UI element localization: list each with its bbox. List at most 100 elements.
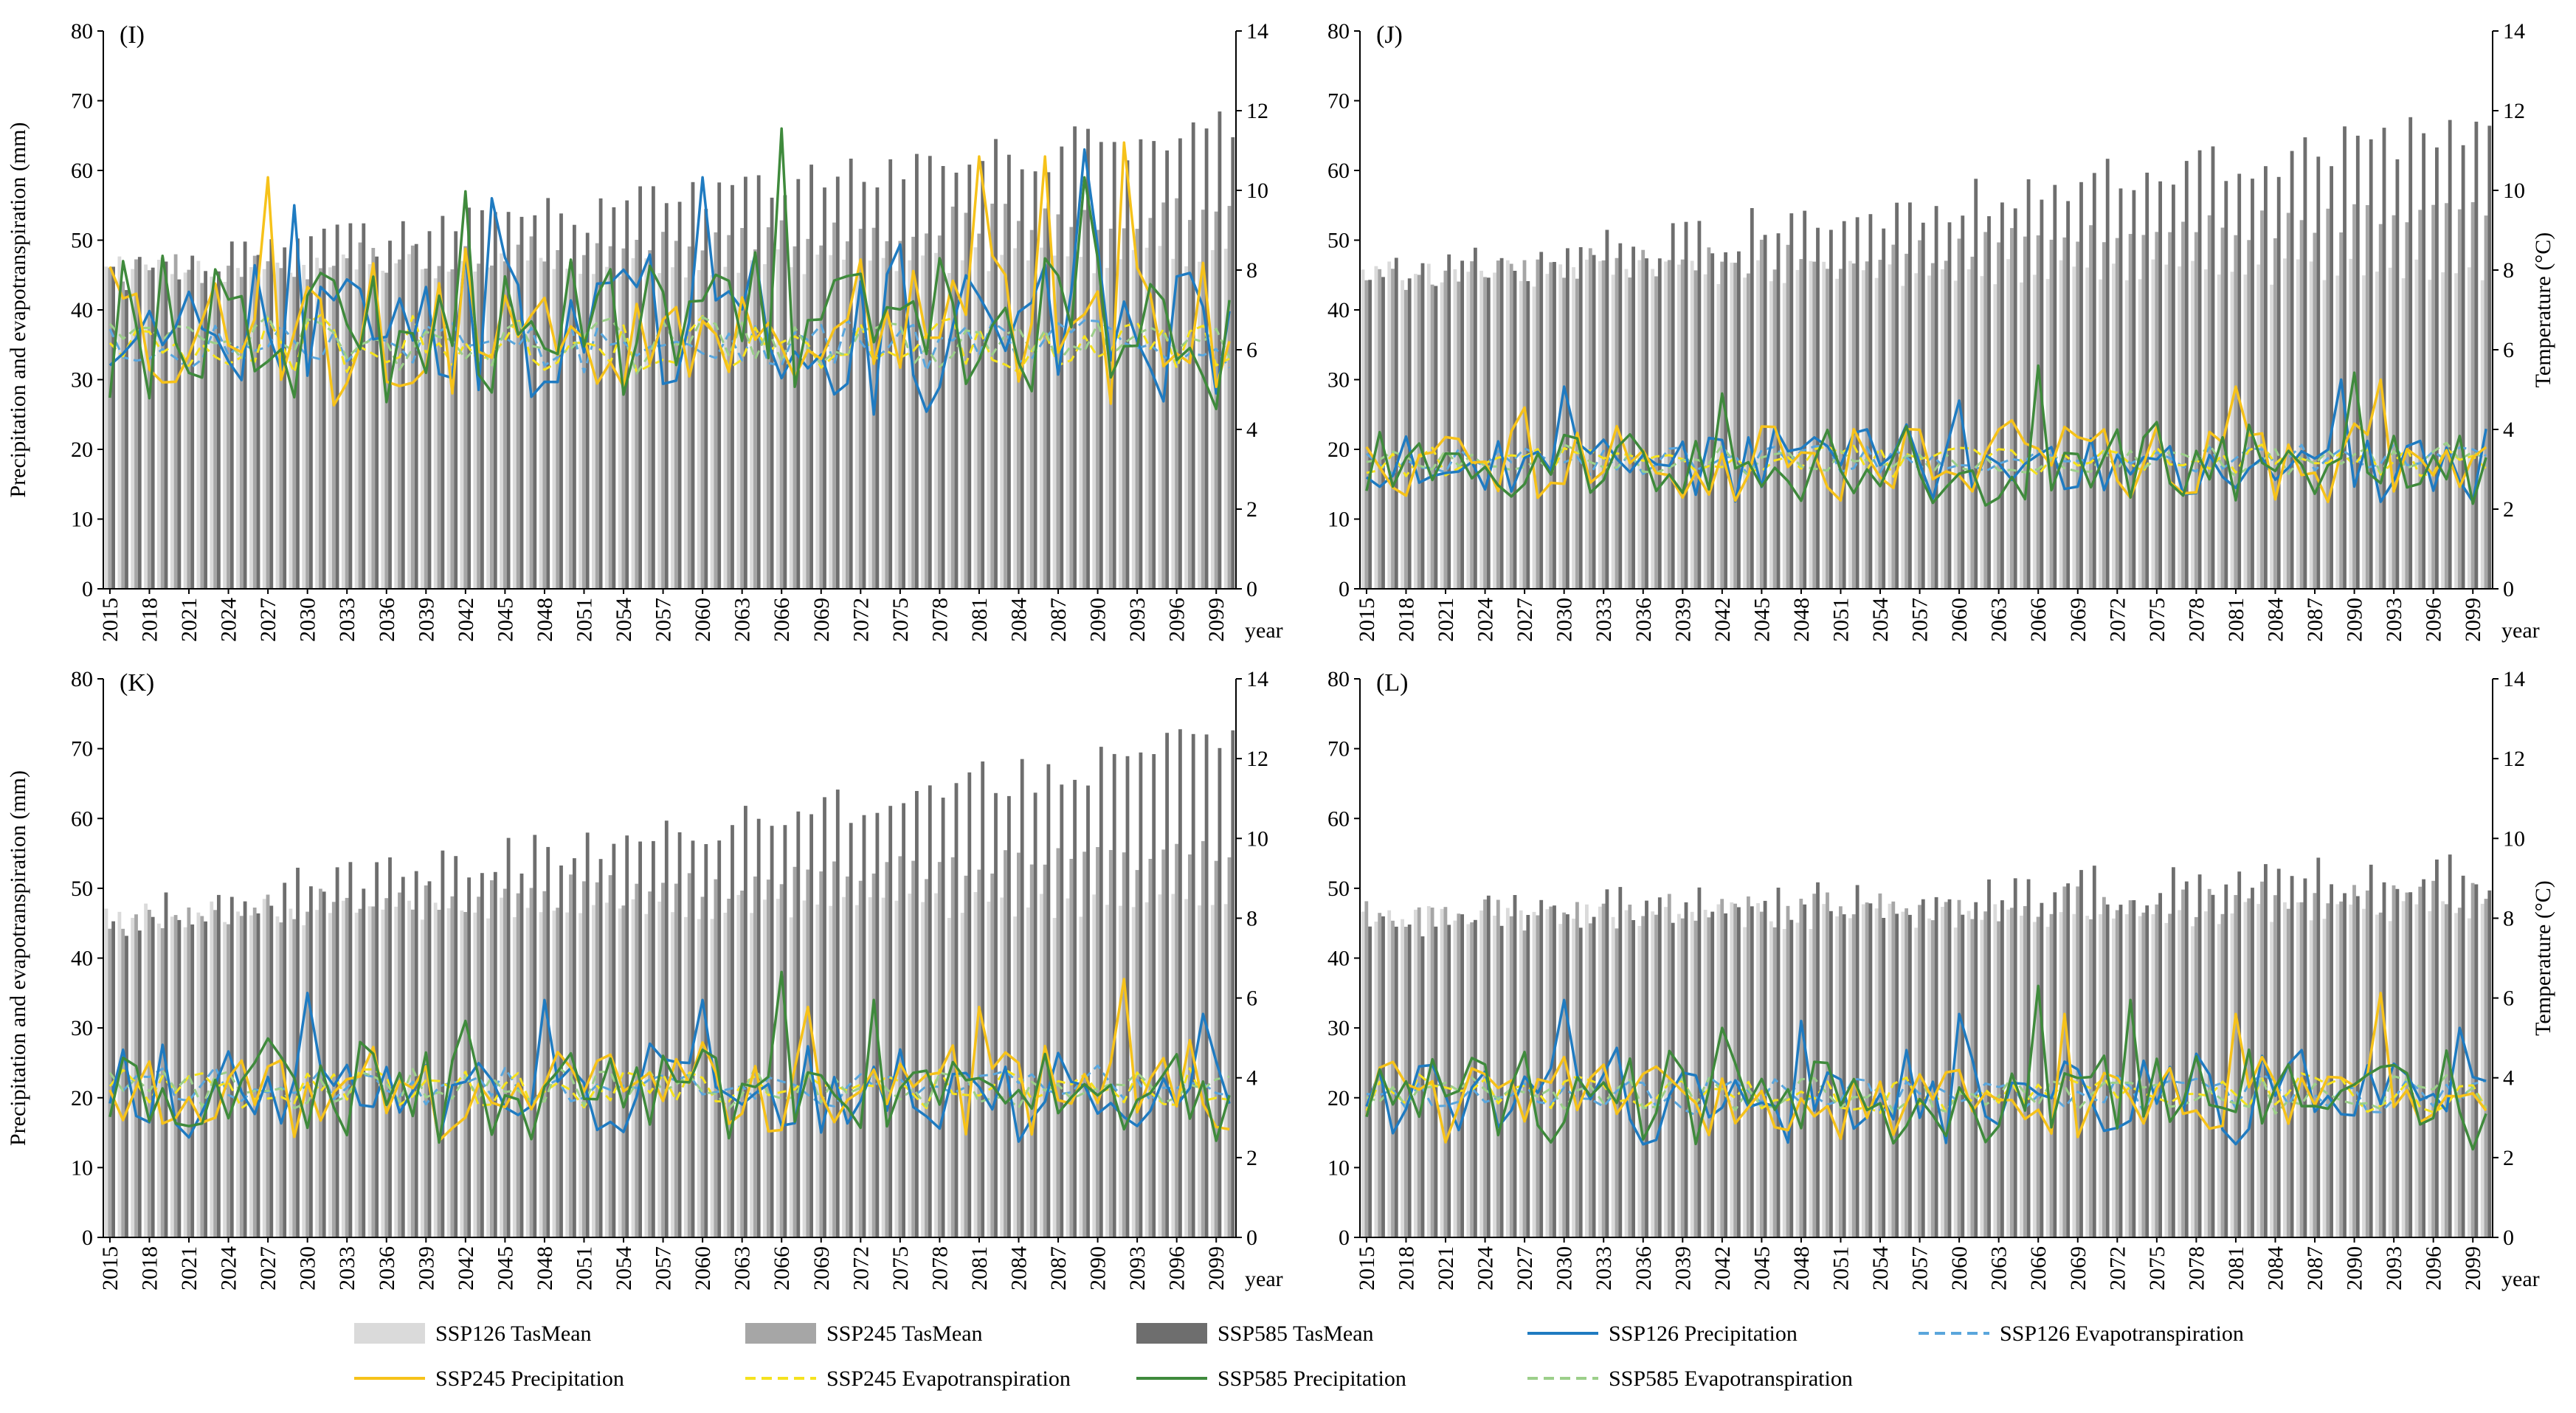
- y-right-tick-label: 2: [1246, 1146, 1257, 1170]
- y-left-tick-label: 0: [82, 1226, 93, 1250]
- legend-label: SSP585 Precipitation: [1218, 1367, 1406, 1391]
- bar-ssp245-tas-2053: [1865, 261, 1869, 589]
- bar-ssp245-tas-2060: [1957, 238, 1961, 589]
- bar-ssp126-tas-2049: [1809, 260, 1813, 589]
- bar-ssp585-tas-2090: [2355, 896, 2360, 1237]
- bar-ssp126-tas-2087: [1052, 255, 1057, 589]
- bar-ssp585-tas-2025: [243, 241, 247, 589]
- bar-ssp126-tas-2087: [2309, 261, 2313, 589]
- bar-ssp126-tas-2035: [367, 264, 372, 589]
- bar-ssp245-tas-2034: [1615, 928, 1619, 1237]
- bar-ssp126-tas-2062: [723, 913, 728, 1237]
- y-right-tick-label: 8: [1246, 906, 1257, 930]
- y-left-tick-label: 30: [1327, 368, 1350, 393]
- bar-ssp585-tas-2068: [2066, 883, 2070, 1237]
- bar-ssp585-tas-2092: [2382, 128, 2386, 590]
- y-right-tick-label: 8: [2503, 906, 2514, 930]
- bar-ssp126-tas-2057: [1914, 273, 1919, 589]
- bar-ssp245-tas-2061: [1970, 256, 1975, 589]
- bar-ssp126-tas-2027: [1519, 280, 1523, 589]
- bar-ssp126-tas-2057: [657, 273, 662, 589]
- legend: SSP126 TasMean SSP245 TasMean SSP585 TasMe…: [354, 1322, 2244, 1391]
- bar-ssp126-tas-2073: [2124, 914, 2129, 1237]
- y-right-tick-label: 2: [2503, 497, 2514, 522]
- bar-ssp245-tas-2044: [1747, 896, 1750, 1237]
- bar-ssp585-tas-2044: [1750, 208, 1754, 589]
- bar-ssp126-tas-2094: [1144, 247, 1149, 589]
- bar-ssp126-tas-2026: [1505, 260, 1510, 589]
- bar-ssp126-tas-2098: [2454, 913, 2458, 1237]
- x-tick-label: 2087: [2303, 598, 2327, 642]
- bar-ssp585-tas-2059: [1947, 899, 1952, 1237]
- bar-ssp585-tas-2030: [309, 886, 313, 1237]
- x-tick-label: 2024: [1474, 1246, 1498, 1291]
- bar-ssp585-tas-2061: [717, 840, 722, 1237]
- x-tick-label: 2033: [335, 598, 359, 642]
- bar-ssp245-tas-2018: [148, 910, 151, 1237]
- bar-ssp126-tas-2083: [1000, 897, 1004, 1237]
- bar-ssp126-tas-2037: [1651, 269, 1655, 589]
- bar-ssp126-tas-2033: [341, 254, 345, 589]
- y-left-tick-label: 50: [1327, 229, 1350, 253]
- bar-ssp245-tas-2055: [1891, 244, 1896, 589]
- x-tick-label: 2054: [1868, 1246, 1893, 1291]
- x-tick-label: 2090: [1086, 598, 1111, 642]
- bar-ssp585-tas-2100: [1231, 730, 1235, 1237]
- bar-ssp126-tas-2015: [104, 266, 108, 589]
- bar-ssp245-tas-2086: [2299, 220, 2304, 589]
- bar-ssp126-tas-2073: [868, 260, 872, 589]
- bar-ssp585-tas-2063: [2000, 900, 2004, 1237]
- bar-ssp245-tas-2035: [371, 906, 376, 1237]
- legend-label: SSP585 Evapotranspiration: [1609, 1367, 1853, 1391]
- bar-ssp585-tas-2074: [2145, 173, 2149, 589]
- bar-ssp245-tas-2082: [2247, 240, 2251, 589]
- bar-ssp245-tas-2027: [1522, 260, 1527, 589]
- bar-ssp585-tas-2028: [1539, 252, 1544, 589]
- bar-ssp585-tas-2045: [506, 837, 511, 1237]
- bar-ssp126-tas-2072: [855, 905, 859, 1237]
- bar-ssp585-tas-2057: [664, 203, 669, 589]
- bar-ssp245-tas-2087: [1056, 214, 1060, 589]
- bar-ssp585-tas-2050: [1829, 229, 1833, 589]
- x-tick-label: 2084: [1007, 598, 1032, 642]
- bar-ssp245-tas-2037: [398, 892, 401, 1237]
- bar-ssp585-tas-2055: [1895, 913, 1899, 1237]
- bar-ssp585-tas-2084: [1020, 759, 1024, 1237]
- temperature-bars: [104, 729, 1235, 1237]
- bar-ssp126-tas-2061: [1966, 269, 1971, 589]
- x-tick-label: 2072: [849, 1246, 873, 1291]
- bar-ssp585-tas-2099: [1218, 747, 1222, 1237]
- bar-ssp585-tas-2075: [2158, 893, 2162, 1237]
- bar-ssp126-tas-2046: [512, 275, 517, 589]
- bar-ssp585-tas-2026: [1513, 271, 1517, 589]
- y-left-tick-label: 0: [82, 577, 93, 601]
- bar-ssp585-tas-2036: [1645, 258, 1648, 589]
- bar-ssp585-tas-2016: [125, 290, 128, 589]
- bar-ssp126-tas-2045: [1756, 260, 1760, 589]
- bar-ssp126-tas-2025: [1493, 272, 1496, 589]
- x-tick-label: 2033: [1592, 1246, 1616, 1291]
- bar-ssp245-tas-2045: [1759, 239, 1764, 589]
- x-tick-label: 2039: [414, 598, 438, 642]
- bar-ssp126-tas-2081: [2230, 272, 2234, 589]
- bar-ssp585-tas-2053: [612, 207, 616, 589]
- bar-ssp245-tas-2074: [885, 241, 889, 589]
- precip-et-lines: [108, 970, 1231, 1144]
- bar-ssp585-tas-2092: [1125, 756, 1130, 1237]
- bar-ssp245-tas-2091: [2365, 890, 2369, 1237]
- bar-ssp245-tas-2075: [2155, 232, 2159, 589]
- bar-ssp585-tas-2021: [190, 924, 195, 1237]
- bar-ssp126-tas-2088: [1066, 898, 1070, 1237]
- bar-ssp126-tas-2030: [1558, 924, 1563, 1237]
- bar-ssp126-tas-2049: [552, 269, 556, 589]
- bar-ssp245-tas-2051: [1839, 906, 1843, 1237]
- bar-ssp245-tas-2045: [503, 261, 507, 589]
- bar-ssp245-tas-2085: [1029, 864, 1034, 1237]
- y-right-tick-label: 8: [1246, 258, 1257, 283]
- y-right-tick-label: 14: [1246, 667, 1268, 691]
- bar-ssp245-tas-2026: [1509, 916, 1513, 1237]
- bar-ssp126-tas-2018: [144, 264, 148, 589]
- x-tick-label: 2093: [2382, 598, 2406, 642]
- precip-et-lines: [1365, 364, 2487, 507]
- x-tick-label: 2057: [1908, 598, 1933, 642]
